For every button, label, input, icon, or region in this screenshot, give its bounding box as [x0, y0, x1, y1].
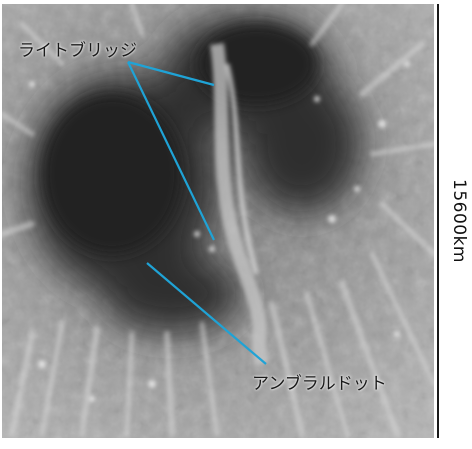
light-bridge-pointer-line-1: [127, 60, 215, 87]
light-bridge-label: ライトブリッジ: [18, 41, 137, 61]
light-bridge: [210, 43, 269, 366]
umbral-dots-pointer-line: [146, 262, 267, 365]
penumbral-filaments: [2, 4, 434, 437]
bright-granules: [29, 61, 410, 402]
light-bridge-pointer-line-2: [127, 61, 215, 241]
sunspot-image: [2, 4, 434, 438]
sunspot-photo: [2, 4, 434, 438]
umbral-dots-label: アンブラルドット: [252, 374, 387, 394]
scale-label: 15600km: [449, 179, 469, 263]
scale-bar: [437, 4, 439, 438]
